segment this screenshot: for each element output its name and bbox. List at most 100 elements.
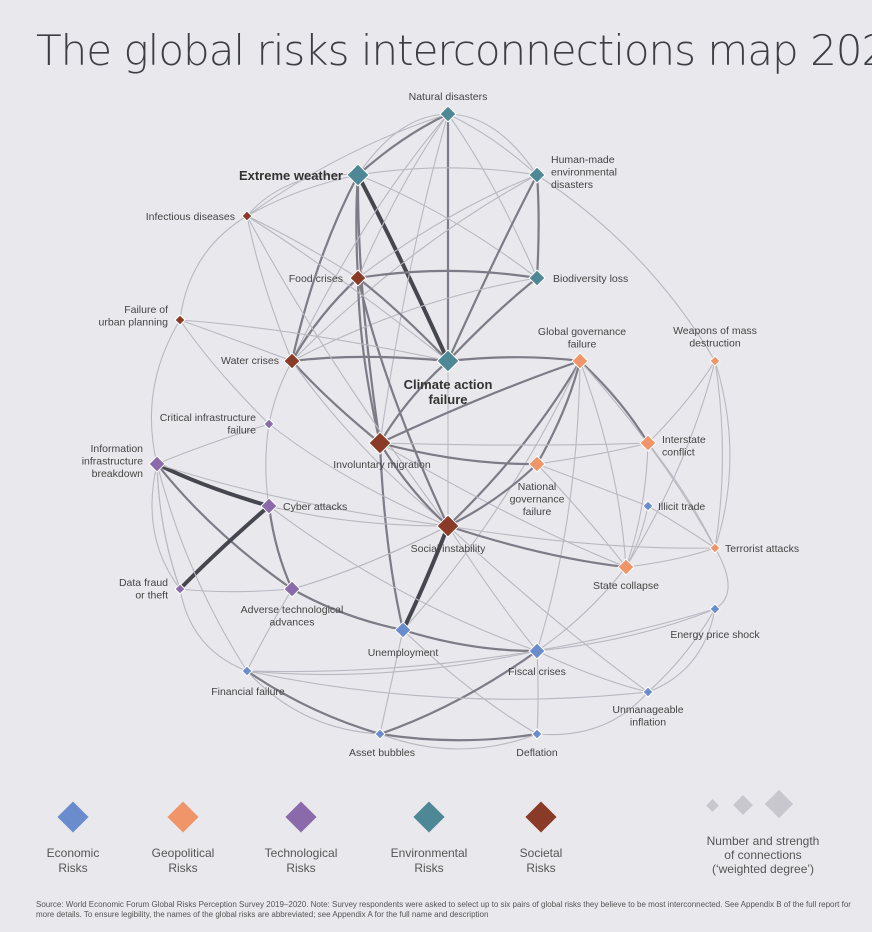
societal-diamond-icon bbox=[525, 801, 557, 833]
economic-diamond-icon bbox=[57, 801, 89, 833]
node-illicit-trade-icon bbox=[642, 500, 654, 512]
ring-connection-5 bbox=[536, 691, 649, 736]
node-label-info-infrastructure: Information infrastructure breakdown bbox=[82, 443, 143, 480]
node-label-terrorist-attacks-line-0: Terrorist attacks bbox=[725, 543, 799, 555]
node-interstate-conflict-icon bbox=[639, 434, 657, 452]
node-label-national-governance-line-2: failure bbox=[523, 506, 552, 518]
node-label-global-governance-line-1: failure bbox=[568, 339, 597, 351]
connection-cyber-attacks-fiscal-crises bbox=[268, 505, 538, 652]
connection-natural-disasters-involuntary-migration bbox=[379, 113, 449, 444]
node-label-financial-failure-line-0: Financial failure bbox=[211, 686, 285, 698]
node-label-involuntary-migration-line-0: Involuntary migration bbox=[333, 459, 431, 471]
legend-item-economic: Economic Risks bbox=[18, 800, 128, 876]
node-extreme-weather-icon bbox=[346, 163, 370, 187]
connection-info-infrastructure-adverse-tech bbox=[156, 463, 293, 590]
node-label-deflation: Deflation bbox=[516, 747, 558, 759]
ring-connection-8 bbox=[179, 588, 248, 672]
node-label-fiscal-crises: Fiscal crises bbox=[508, 666, 566, 678]
connection-urban-planning-climate-action bbox=[179, 319, 449, 362]
connection-interstate-conflict-state-collapse bbox=[625, 442, 649, 568]
legend-label-technological-1: Risks bbox=[286, 861, 316, 875]
connection-extreme-weather-human-made-disasters bbox=[357, 167, 538, 176]
connection-biodiversity-loss-water-crises bbox=[291, 277, 538, 362]
connection-involuntary-migration-national-governance bbox=[379, 441, 538, 466]
connection-biodiversity-loss-food-crises bbox=[357, 269, 538, 280]
legend-label-technological-0: Technological bbox=[264, 846, 338, 860]
connection-state-collapse-terrorist-attacks bbox=[625, 547, 716, 568]
ring-connection-9 bbox=[151, 463, 181, 590]
connection-global-governance-unemployment bbox=[402, 360, 581, 631]
connection-cyber-attacks-critical-infrastructure bbox=[265, 423, 270, 507]
connection-extreme-weather-water-crises bbox=[290, 174, 359, 362]
node-label-info-infrastructure-line-2: breakdown bbox=[92, 468, 144, 480]
connection-fiscal-crises-unmanageable-inflation bbox=[536, 650, 649, 693]
node-infectious-diseases-icon bbox=[241, 210, 253, 222]
connection-financial-failure-info-infrastructure bbox=[156, 463, 248, 672]
node-unemployment-icon bbox=[394, 621, 412, 639]
connection-interstate-conflict-terrorist-attacks bbox=[647, 442, 716, 549]
size-key-medium-icon bbox=[733, 795, 753, 815]
connection-interstate-conflict-wmd bbox=[647, 360, 716, 444]
node-label-natural-disasters: Natural disasters bbox=[409, 91, 488, 103]
size-key-small-icon bbox=[706, 799, 719, 812]
node-label-urban-planning: Failure of urban planning bbox=[99, 304, 169, 329]
connection-extreme-weather-climate-action bbox=[356, 174, 450, 362]
size-key-large-icon bbox=[764, 789, 794, 819]
connection-involuntary-migration-social-instability bbox=[379, 442, 449, 527]
connection-national-governance-interstate-conflict bbox=[536, 442, 649, 465]
connection-cyber-attacks-social-instability bbox=[268, 505, 449, 527]
connection-urban-planning-water-crises bbox=[179, 319, 293, 362]
node-natural-disasters-icon bbox=[439, 105, 457, 123]
node-label-biodiversity-loss-line-0: Biodiversity loss bbox=[553, 273, 628, 285]
node-label-info-infrastructure-line-1: infrastructure bbox=[82, 456, 143, 468]
connection-natural-disasters-food-crises bbox=[357, 113, 449, 279]
connection-infectious-diseases-climate-action bbox=[246, 215, 449, 362]
connection-energy-price-financial-failure bbox=[246, 608, 716, 673]
node-label-water-crises-line-0: Water crises bbox=[221, 355, 279, 367]
connection-global-governance-fiscal-crises bbox=[536, 360, 581, 652]
risk-network-map: Natural disasters Human-made environmental… bbox=[82, 91, 799, 759]
node-deflation-icon bbox=[531, 728, 543, 740]
connection-critical-infrastructure-social-instability bbox=[268, 423, 449, 527]
connection-national-governance-social-instability bbox=[447, 463, 538, 527]
node-cyber-attacks-icon bbox=[260, 497, 278, 515]
node-label-interstate-conflict-line-0: Interstate bbox=[662, 434, 706, 446]
ring-connection-3 bbox=[714, 547, 729, 610]
connection-global-governance-involuntary-migration bbox=[379, 359, 581, 444]
node-label-data-fraud: Data fraud or theft bbox=[119, 577, 168, 602]
node-label-energy-price: Energy price shock bbox=[670, 629, 760, 641]
connection-data-fraud-info-infrastructure bbox=[156, 463, 181, 590]
node-label-fiscal-crises-line-0: Fiscal crises bbox=[508, 666, 566, 678]
connection-adverse-tech-financial-failure bbox=[246, 588, 293, 672]
node-label-energy-price-line-0: Energy price shock bbox=[670, 629, 760, 641]
node-label-infectious-diseases: Infectious diseases bbox=[146, 211, 235, 223]
node-label-urban-planning-line-1: urban planning bbox=[99, 317, 169, 329]
node-adverse-tech-icon bbox=[283, 580, 301, 598]
node-label-human-made-disasters-line-2: disasters bbox=[551, 179, 593, 191]
node-label-unmanageable-inflation: Unmanageable inflation bbox=[612, 704, 683, 729]
node-label-wmd-line-1: destruction bbox=[689, 338, 741, 350]
connection-cyber-attacks-data-fraud bbox=[178, 504, 271, 591]
ring-connection-10 bbox=[150, 319, 181, 465]
node-unmanageable-inflation-icon bbox=[642, 686, 654, 698]
connection-illicit-trade-terrorist-attacks bbox=[647, 505, 716, 549]
connection-social-instability-fiscal-crises bbox=[447, 525, 538, 652]
connection-natural-disasters-human-made-disasters bbox=[447, 113, 538, 176]
node-label-cyber-attacks: Cyber attacks bbox=[283, 501, 347, 513]
node-label-climate-action-line-0: Climate action bbox=[404, 377, 493, 392]
node-social-instability-icon bbox=[436, 514, 460, 538]
legend-item-geopolitical: Geopolitical Risks bbox=[128, 800, 238, 876]
node-label-critical-infrastructure-line-1: failure bbox=[227, 425, 256, 437]
legend-label-economic-1: Risks bbox=[58, 861, 88, 875]
node-label-deflation-line-0: Deflation bbox=[516, 747, 558, 759]
node-data-fraud-icon bbox=[174, 583, 186, 595]
ring-connection-6 bbox=[379, 733, 538, 750]
node-label-human-made-disasters: Human-made environmental disasters bbox=[551, 154, 617, 191]
connection-social-instability-state-collapse bbox=[447, 524, 627, 569]
connection-natural-disasters-biodiversity-loss bbox=[447, 113, 538, 279]
node-financial-failure-icon bbox=[241, 665, 253, 677]
legend-item-environmental: Environmental Risks bbox=[374, 800, 484, 876]
size-key: Number and strength of connections (‘wei… bbox=[688, 789, 838, 876]
connection-critical-infrastructure-water-crises bbox=[268, 360, 293, 425]
node-label-data-fraud-line-1: or theft bbox=[135, 590, 168, 602]
